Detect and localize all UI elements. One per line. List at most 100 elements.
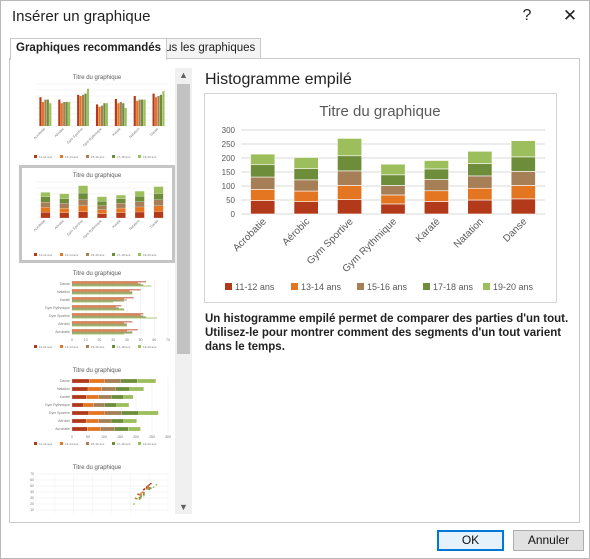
thumbnail-bar [72, 283, 141, 285]
recommended-chart-list: Titre du graphique Acrobatie Aérobic Gym Sp… [18, 68, 175, 514]
thumbnail-legend-swatch [138, 345, 141, 348]
thumbnail-point [140, 492, 142, 495]
thumbnail-point [147, 488, 149, 490]
thumbnail-point [149, 482, 152, 485]
y-tick-label: 0 [231, 210, 236, 219]
thumbnail-bar [72, 321, 133, 323]
thumbnail-bar [122, 103, 125, 126]
thumbnail-clustered-bar[interactable]: Titre du graphique 0 10 20 30 40 50 60 70 Danse Na… [22, 266, 172, 352]
bar-segment [423, 190, 449, 202]
thumbnail-legend-swatch [34, 253, 37, 256]
thumbnail-point [142, 493, 145, 495]
help-button[interactable]: ? [522, 7, 532, 24]
thumbnail-bar [72, 317, 158, 319]
thumbnail-bar [72, 323, 127, 325]
bar-segment [467, 187, 493, 201]
thumbnail-bar-segment [116, 194, 126, 199]
bar-segment [467, 175, 493, 189]
thumbnail-bar [72, 291, 133, 293]
thumbnail-bar-segment [153, 199, 164, 206]
thumbnail-bar-segment [97, 201, 107, 206]
thumbnail-bar [136, 100, 139, 126]
thumbnail-legend-label: 15-16 ans [91, 442, 105, 446]
x-tick-label: Aérobic [281, 216, 313, 248]
scroll-down-icon[interactable]: ▼ [179, 502, 188, 512]
thumbnail-clustered-column[interactable]: Titre du graphique Acrobatie Aérobic Gym Sp… [22, 70, 172, 162]
bar-segment [337, 170, 363, 186]
thumbnail-legend-label: 11-12 ans [39, 155, 53, 159]
thumbnail-legend-label: 13-14 ans [65, 155, 79, 159]
thumbnail-bar-segment [71, 426, 88, 432]
thumbnail-bar [72, 333, 125, 335]
thumbnail-bar-segment [97, 196, 107, 202]
thumbnail-bar [72, 306, 116, 308]
thumbnail-axis-tick: 70 [166, 338, 170, 342]
chart-type-heading: Histogramme empilé [205, 71, 352, 88]
thumbnail-bar-segment [78, 185, 88, 194]
thumbnail-bar [154, 97, 158, 126]
thumbnail-axis-tick: 50 [139, 338, 143, 342]
thumbnail-scrollbar[interactable]: ▲ ▼ [175, 68, 192, 514]
thumbnail-bar-segment [128, 426, 141, 432]
thumbnail-bar [39, 97, 42, 126]
thumbnail-point [138, 498, 141, 501]
thumbnail-stacked-column[interactable]: Titre du graphique Acrobatie Aérobic Gym Sp… [19, 165, 175, 263]
tab-recommended-charts[interactable]: Graphiques recommandés [10, 38, 168, 60]
thumbnail-bar-segment [134, 201, 145, 208]
scrollbar-thumb[interactable] [177, 84, 190, 354]
thumbnail-legend-swatch [138, 155, 141, 158]
thumbnail-bar-segment [71, 378, 90, 384]
thumbnail-legend-label: 19-20 ans [143, 253, 157, 257]
thumbnail-bar [72, 299, 127, 301]
thumbnail-bar-segment [120, 378, 138, 384]
thumbnail-bar [162, 91, 165, 126]
legend-swatch [225, 283, 232, 290]
thumbnail-bar-segment [78, 211, 88, 219]
thumbnail-title: Titre du graphique [73, 368, 122, 374]
thumbnail-bar-segment [153, 193, 164, 200]
thumbnail-legend-swatch [60, 442, 63, 445]
thumbnail-axis-tick: 50 [30, 484, 34, 488]
bar-segment [380, 163, 406, 176]
thumbnail-bar [143, 99, 146, 126]
thumbnail-axis-tick: 150 [117, 435, 123, 439]
cancel-button[interactable]: Annuler [513, 530, 584, 551]
thumbnail-bar-segment [138, 410, 159, 416]
thumbnail-legend-label: 13-14 ans [65, 345, 79, 349]
thumbnail-axis-tick: 300 [165, 435, 171, 439]
thumbnail-category-label: Natation [57, 290, 70, 294]
thumbnail-bar-segment [87, 386, 102, 392]
thumbnail-category-label: Aérobic [54, 219, 65, 230]
thumbnail-point [147, 486, 149, 489]
thumbnail-bar-segment [116, 198, 126, 204]
bar-segment [337, 185, 363, 200]
tab-all-charts[interactable]: Tous les graphiques [147, 38, 262, 59]
close-button[interactable]: ✕ [562, 6, 578, 25]
thumbnail-bar [72, 307, 119, 309]
bar-segment [293, 157, 319, 169]
title-bar: Insérer un graphique ? ✕ [1, 1, 589, 33]
thumbnail-bar-segment [137, 378, 156, 384]
thumbnail-category-label: Danse [149, 219, 159, 229]
legend-label: 15-16 ans [367, 282, 408, 292]
thumbnail-stacked-bar[interactable]: Titre du graphique 0 50 100 150 200 250 300 Dans… [22, 363, 172, 449]
thumbnail-point [148, 483, 151, 486]
bar-segment [293, 190, 319, 202]
thumbnail-bar-segment [71, 402, 84, 408]
thumbnail-bar [119, 102, 122, 126]
thumbnail-bar [72, 284, 144, 286]
thumbnail-bar-segment [116, 212, 126, 219]
scroll-up-icon[interactable]: ▲ [179, 70, 188, 80]
thumbnail-bar-segment [134, 206, 145, 213]
thumbnail-bar-segment [110, 418, 124, 424]
thumbnail-legend-swatch [34, 155, 37, 158]
thumbnail-point [145, 487, 148, 490]
thumbnail-bar [100, 105, 104, 126]
ok-button[interactable]: OK [437, 530, 504, 551]
thumbnail-legend-swatch [86, 253, 89, 256]
y-tick-label: 250 [222, 140, 236, 149]
thumbnail-bar [117, 103, 120, 126]
thumbnail-axis-tick: 60 [30, 478, 34, 482]
thumbnail-bar-segment [134, 196, 145, 202]
